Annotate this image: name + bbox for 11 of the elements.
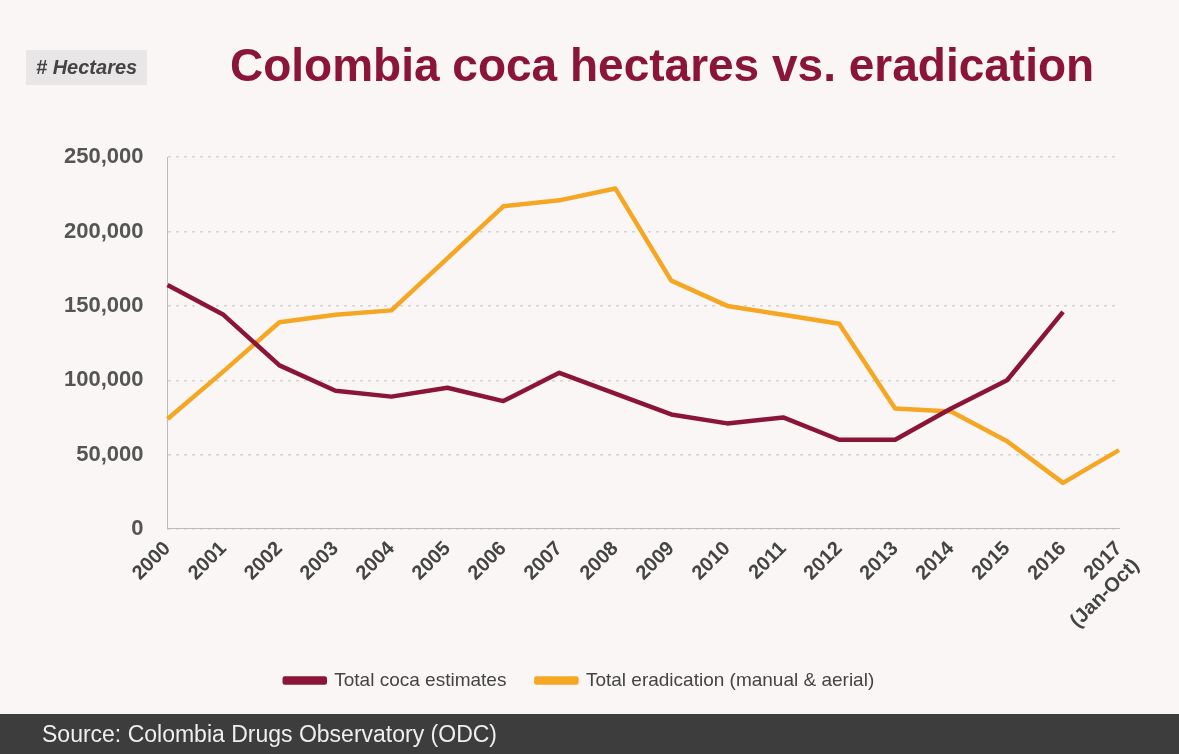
legend-label: Total eradication (manual & aerial) xyxy=(585,668,875,690)
y-tick-label: 200,000 xyxy=(63,217,144,243)
y-tick-label: 250,000 xyxy=(63,143,144,169)
y-tick-label: 50,000 xyxy=(76,440,144,466)
y-axis-title: # Hectares xyxy=(26,50,148,85)
y-tick-label: 0 xyxy=(131,515,144,541)
y-tick-label: 100,000 xyxy=(63,366,144,392)
legend-label: Total coca estimates xyxy=(334,668,507,690)
source-note: Source: Colombia Drugs Observatory (ODC) xyxy=(41,721,498,747)
chart-title: Colombia coca hectares vs. eradication xyxy=(230,38,1095,92)
y-tick-label: 150,000 xyxy=(63,291,144,317)
